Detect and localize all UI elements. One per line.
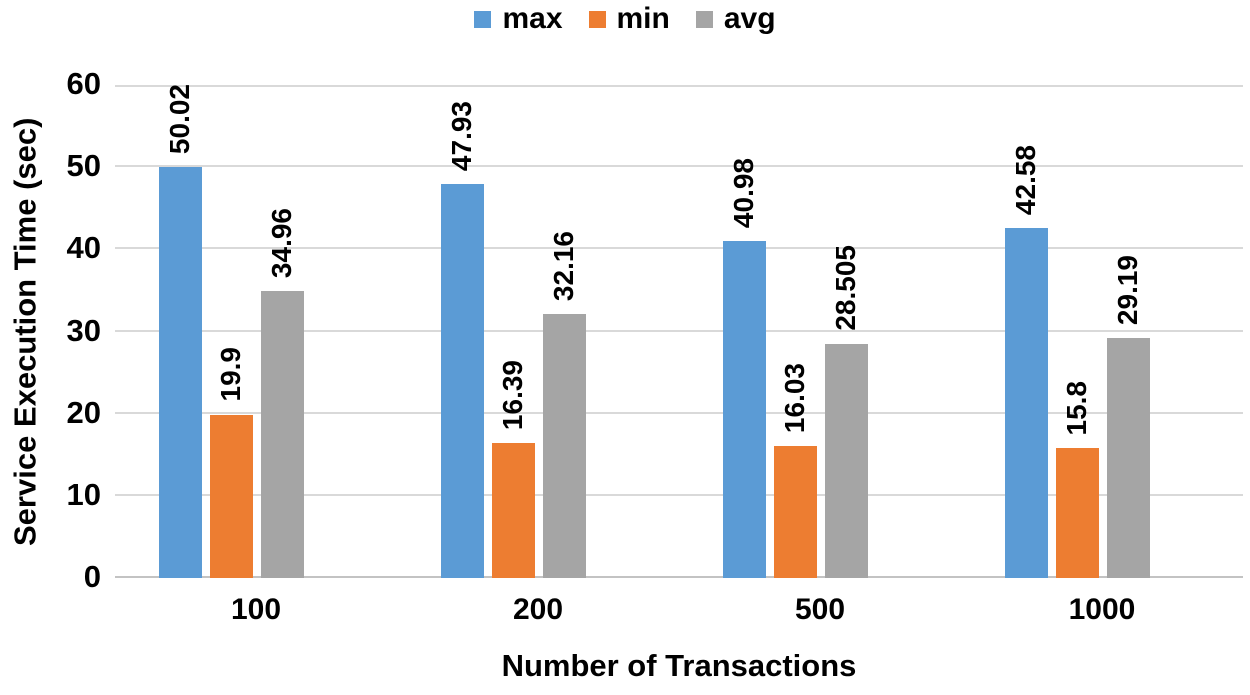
bar-avg-500: 28.505 bbox=[824, 245, 868, 578]
value-label-min-200: 16.39 bbox=[496, 360, 528, 431]
legend-label-min: min bbox=[616, 2, 670, 35]
x-axis-line bbox=[115, 576, 1243, 578]
value-label-max-500: 40.98 bbox=[727, 158, 759, 229]
x-tick-label-100: 100 bbox=[230, 593, 282, 626]
y-tick-label: 20 bbox=[66, 394, 101, 430]
value-label-min-100: 19.9 bbox=[214, 347, 246, 402]
value-label-avg-100: 34.96 bbox=[265, 207, 297, 278]
value-label-min-500: 16.03 bbox=[778, 363, 810, 434]
bar-max-1000: 42.58 bbox=[1004, 145, 1048, 578]
y-tick-label: 40 bbox=[66, 230, 101, 266]
y-axis-title: Service Execution Time (sec) bbox=[7, 117, 43, 546]
value-label-avg-1000: 29.19 bbox=[1111, 255, 1143, 326]
x-tick-label-1000: 1000 bbox=[1068, 593, 1136, 626]
gridline bbox=[115, 493, 1243, 496]
gridline bbox=[115, 411, 1243, 414]
value-label-avg-500: 28.505 bbox=[829, 245, 861, 331]
bar-max-500: 40.98 bbox=[722, 158, 766, 578]
legend-item-min: min bbox=[588, 2, 670, 35]
y-tick-label: 0 bbox=[83, 558, 101, 594]
value-label-max-200: 47.93 bbox=[445, 101, 477, 172]
value-label-avg-200: 32.16 bbox=[547, 230, 579, 301]
legend-swatch-min-icon bbox=[588, 10, 606, 28]
value-label-min-1000: 15.8 bbox=[1060, 380, 1092, 436]
gridline bbox=[115, 329, 1243, 332]
value-label-max-100: 50.02 bbox=[163, 83, 195, 155]
gridline bbox=[115, 247, 1243, 250]
legend-label-max: max bbox=[502, 2, 563, 35]
plot-area: 0 10 20 30 40 50 60 50.02 19.9 34.96 100 47.93 16.39… bbox=[67, 68, 1243, 625]
bar-avg-1000: 29.19 bbox=[1106, 255, 1150, 578]
x-axis-title: Number of Transactions bbox=[501, 648, 857, 683]
y-tick-label: 60 bbox=[66, 65, 101, 101]
y-tick-label: 50 bbox=[66, 148, 101, 184]
x-tick-label-500: 500 bbox=[794, 593, 846, 626]
legend-item-avg: avg bbox=[695, 2, 776, 35]
legend-label-avg: avg bbox=[723, 2, 776, 35]
gridline bbox=[115, 165, 1243, 168]
bar-avg-200: 32.16 bbox=[542, 231, 586, 578]
y-tick-label: 10 bbox=[66, 476, 101, 512]
bar-min-100: 19.9 bbox=[209, 347, 253, 578]
bar-avg-100: 34.96 bbox=[260, 208, 304, 578]
y-tick-label: 30 bbox=[66, 312, 101, 348]
chart-legend: max min avg bbox=[0, 0, 1250, 38]
legend-swatch-max-icon bbox=[474, 10, 492, 28]
value-label-max-1000: 42.58 bbox=[1009, 145, 1041, 216]
bar-min-200: 16.39 bbox=[491, 360, 535, 578]
bar-min-500: 16.03 bbox=[773, 363, 817, 578]
x-tick-label-200: 200 bbox=[512, 593, 564, 626]
bar-max-200: 47.93 bbox=[440, 101, 484, 578]
legend-swatch-avg-icon bbox=[695, 10, 713, 28]
gridline bbox=[115, 85, 1243, 87]
bar-min-1000: 15.8 bbox=[1055, 381, 1099, 578]
bar-max-100: 50.02 bbox=[158, 84, 202, 578]
legend-item-max: max bbox=[474, 2, 563, 35]
